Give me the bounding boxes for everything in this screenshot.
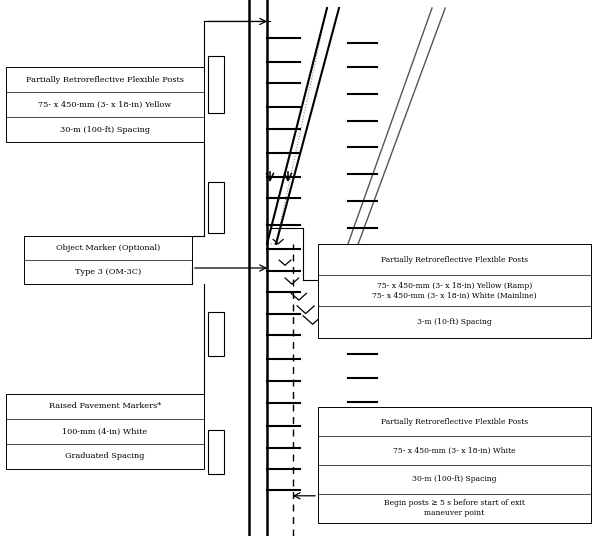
Text: Graduated Spacing: Graduated Spacing xyxy=(65,452,145,460)
Bar xyxy=(208,430,224,474)
Text: Begin posts ≥ 5 s before start of exit
maneuver point: Begin posts ≥ 5 s before start of exit m… xyxy=(384,500,525,517)
Bar xyxy=(208,312,224,356)
Text: 75- x 450-mm (3- x 18-in) Yellow (Ramp)
75- x 450-mm (3- x 18-in) White (Mainlin: 75- x 450-mm (3- x 18-in) Yellow (Ramp) … xyxy=(372,282,537,300)
Text: Type 3 (OM-3C): Type 3 (OM-3C) xyxy=(75,268,141,276)
Text: 3-m (10-ft) Spacing: 3-m (10-ft) Spacing xyxy=(417,318,492,326)
Bar xyxy=(6,394,204,469)
Bar xyxy=(318,244,591,338)
Text: Partially Retroreflective Flexible Posts: Partially Retroreflective Flexible Posts xyxy=(26,76,184,84)
Bar xyxy=(6,67,204,142)
Text: Partially Retroreflective Flexible Posts: Partially Retroreflective Flexible Posts xyxy=(381,418,528,426)
Text: 30-m (100-ft) Spacing: 30-m (100-ft) Spacing xyxy=(60,125,150,133)
Text: Partially Retroreflective Flexible Posts: Partially Retroreflective Flexible Posts xyxy=(381,256,528,264)
Bar xyxy=(208,182,224,233)
Text: 100-mm (4-in) White: 100-mm (4-in) White xyxy=(62,428,148,435)
Text: 30-m (100-ft) Spacing: 30-m (100-ft) Spacing xyxy=(412,475,497,483)
Text: Raised Pavement Markers*: Raised Pavement Markers* xyxy=(49,403,161,411)
Bar xyxy=(208,56,224,113)
Text: 75- x 450-mm (3- x 18-in) Yellow: 75- x 450-mm (3- x 18-in) Yellow xyxy=(38,101,172,108)
Text: Object Marker (Optional): Object Marker (Optional) xyxy=(56,244,160,252)
Bar xyxy=(24,236,192,284)
Polygon shape xyxy=(267,8,327,244)
Text: 75- x 450-mm (3- x 18-in) White: 75- x 450-mm (3- x 18-in) White xyxy=(393,446,516,455)
Bar xyxy=(318,407,591,523)
